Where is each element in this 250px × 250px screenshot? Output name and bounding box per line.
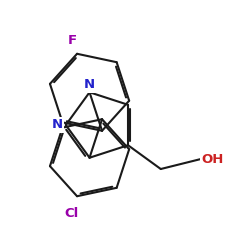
Text: F: F (68, 34, 77, 47)
Text: OH: OH (201, 153, 223, 166)
Text: Cl: Cl (64, 207, 78, 220)
Text: N: N (52, 118, 63, 132)
Text: N: N (84, 78, 95, 92)
